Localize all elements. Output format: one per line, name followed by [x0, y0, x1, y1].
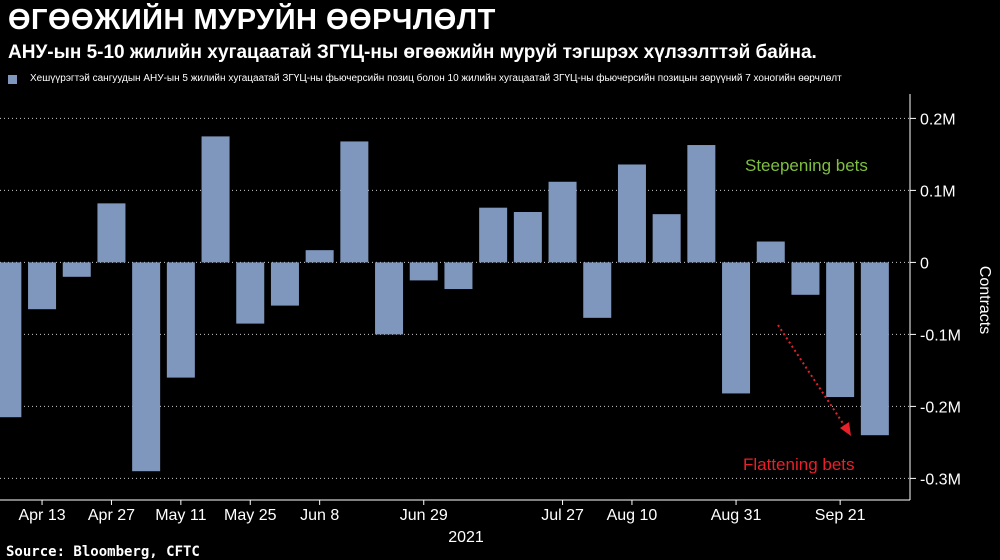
axes: 0.2M 0.1M 0 -0.1M -0.2M -0.3M Contracts Apr 13 A…: [0, 94, 993, 546]
bar: [826, 262, 855, 398]
bar: [62, 262, 91, 277]
bar: [0, 262, 22, 418]
x-tick-label: Jun 29: [400, 507, 448, 524]
bar: [270, 262, 299, 306]
bar: [548, 181, 577, 263]
y-tick-label: 0: [920, 255, 929, 272]
bars: [0, 136, 889, 472]
bar: [305, 250, 334, 263]
legend-label: Хешүүрэгтэй сангуудын АНУ-ын 5 жилийн ху…: [30, 73, 842, 84]
flattening-arrowhead: [840, 422, 851, 436]
bar: [687, 145, 716, 263]
bar: [722, 262, 751, 394]
x-tick-label: Apr 27: [88, 507, 135, 524]
y-tick-label: 0.2M: [920, 111, 956, 128]
bar: [756, 241, 785, 263]
bar: [583, 262, 612, 318]
y-tick-label: 0.1M: [920, 183, 956, 200]
x-tick-label: Jul 27: [541, 507, 584, 524]
y-axis-title: Contracts: [976, 266, 993, 334]
x-tick-label: Jun 8: [300, 507, 339, 524]
y-tick-label: -0.2M: [920, 399, 961, 416]
bar: [340, 141, 369, 263]
legend-swatch: [8, 75, 17, 84]
bar: [513, 212, 542, 263]
bar: [444, 262, 473, 290]
chart-subtitle: АНУ-ын 5-10 жилийн хугацаатай ЗГҮЦ-ны өг…: [8, 42, 817, 63]
x-tick-label: May 25: [224, 507, 277, 524]
bar: [617, 164, 646, 263]
bar: [791, 262, 820, 295]
bar: [132, 262, 161, 472]
bar: [860, 262, 889, 436]
x-tick-label: Aug 31: [711, 507, 762, 524]
x-tick-label: Aug 10: [607, 507, 658, 524]
y-tick-label: -0.3M: [920, 471, 961, 488]
x-tick-label: May 11: [155, 507, 206, 524]
bar: [375, 262, 404, 335]
flattening-annotation: Flattening bets: [743, 455, 855, 474]
bar: [479, 207, 508, 263]
annotations: Steepening bets Flattening bets: [743, 156, 868, 474]
bar: [236, 262, 265, 324]
x-year-label: 2021: [448, 529, 484, 546]
y-tick-label: -0.1M: [920, 327, 961, 344]
bar: [166, 262, 195, 378]
x-tick-label: Sep 21: [815, 507, 866, 524]
bar: [97, 203, 126, 263]
bar: [201, 136, 230, 263]
bar: [28, 262, 57, 310]
bar: [652, 214, 681, 263]
chart-title: ӨГӨӨЖИЙН МУРУЙН ӨӨРЧЛӨЛТ: [8, 4, 496, 36]
flattening-arrow: [777, 324, 847, 429]
source-note: Source: Bloomberg, CFTC: [6, 544, 200, 560]
steepening-annotation: Steepening bets: [745, 156, 868, 175]
x-tick-label: Apr 13: [18, 507, 65, 524]
bar: [409, 262, 438, 281]
